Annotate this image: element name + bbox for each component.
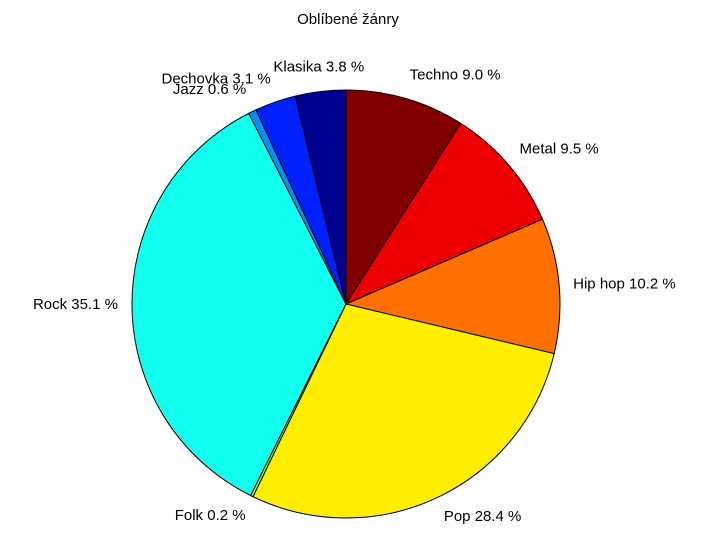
pie-slice bbox=[344, 218, 561, 355]
pie-slice bbox=[345, 89, 462, 306]
slice-value: 10.2 % bbox=[629, 275, 676, 292]
slice-label: Dechovka 3.1 % bbox=[161, 70, 270, 87]
pie-slice bbox=[252, 303, 555, 519]
slice-category: Jazz bbox=[173, 81, 204, 98]
slice-value: 3.8 % bbox=[326, 59, 364, 76]
slice-value: 0.2 % bbox=[207, 507, 245, 524]
slice-label: Metal 9.5 % bbox=[520, 141, 599, 158]
slice-value: 28.4 % bbox=[475, 508, 522, 525]
slice-value: 0.6 % bbox=[208, 81, 246, 98]
pie-slice bbox=[344, 122, 544, 306]
pie-slice bbox=[294, 89, 347, 305]
slice-category: Folk bbox=[175, 507, 204, 524]
pie-slice bbox=[131, 112, 347, 497]
slice-category: Metal bbox=[520, 141, 557, 158]
chart-title: Oblíbené žánry bbox=[297, 11, 399, 28]
slice-label: Techno 9.0 % bbox=[410, 66, 501, 83]
slice-category: Pop bbox=[444, 508, 471, 525]
slice-label: Jazz 0.6 % bbox=[173, 81, 246, 98]
slice-category: Rock bbox=[33, 296, 68, 313]
slice-label: Pop 28.4 % bbox=[444, 508, 522, 525]
slice-value: 3.1 % bbox=[232, 70, 270, 87]
slice-label: Folk 0.2 % bbox=[175, 507, 246, 524]
slice-value: 9.0 % bbox=[462, 66, 500, 83]
slice-label: Klasika 3.8 % bbox=[273, 59, 364, 76]
slice-value: 9.5 % bbox=[560, 141, 598, 158]
slice-category: Hip hop bbox=[573, 275, 625, 292]
slice-value: 35.1 % bbox=[71, 296, 118, 313]
slice-category: Klasika bbox=[273, 59, 322, 76]
slice-label: Hip hop 10.2 % bbox=[573, 275, 676, 292]
slice-category: Techno bbox=[410, 66, 458, 83]
slice-label: Rock 35.1 % bbox=[33, 296, 118, 313]
slice-category: Dechovka bbox=[161, 70, 228, 87]
